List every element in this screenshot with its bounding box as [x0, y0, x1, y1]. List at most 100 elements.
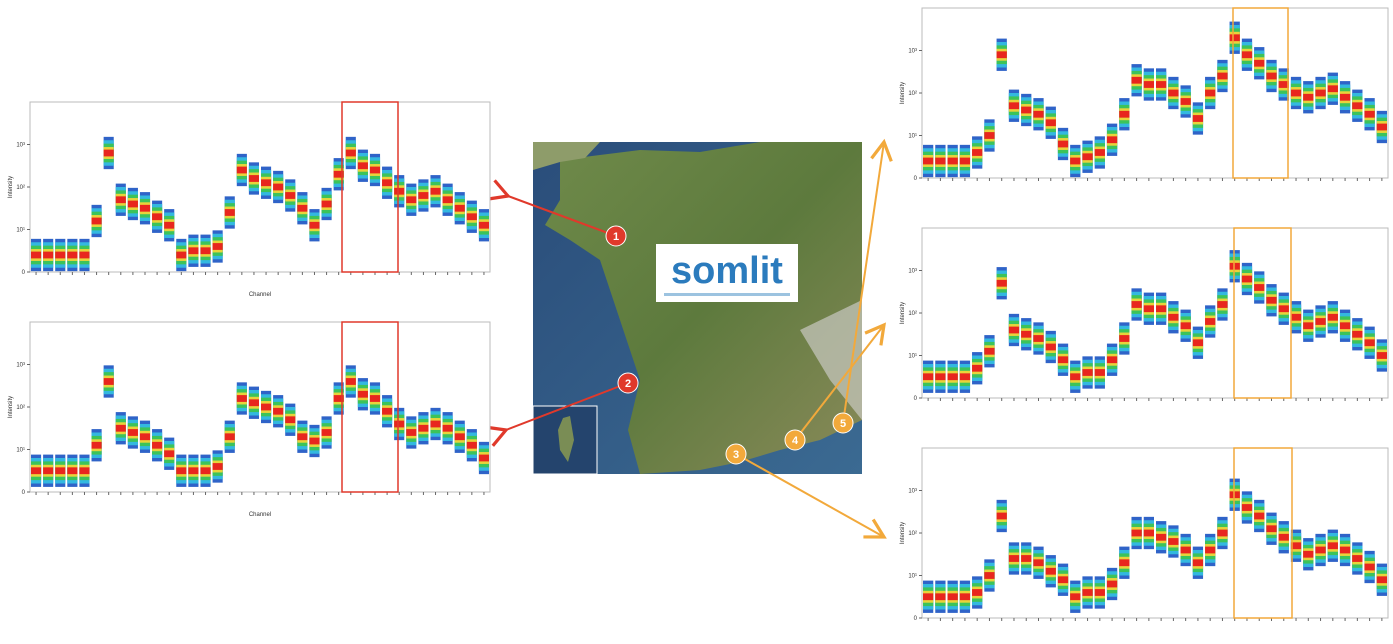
y-tick-label: 10³: [16, 363, 25, 369]
intensity-band: [959, 157, 971, 165]
channel-intensity: [212, 450, 223, 483]
channel-intensity: [394, 407, 405, 441]
site-number: 2: [625, 378, 631, 390]
channel-intensity: [984, 119, 995, 152]
intensity-band: [1082, 153, 1093, 161]
channel-intensity: [369, 382, 381, 415]
channel-intensity: [224, 420, 235, 453]
intensity-band: [1327, 542, 1338, 550]
channel-intensity: [923, 360, 934, 393]
intensity-band: [285, 416, 296, 424]
intensity-band: [1376, 123, 1387, 131]
site-marker: [605, 225, 627, 247]
channel-intensity: [67, 454, 78, 487]
channel-intensity: [176, 238, 187, 272]
intensity-band: [1131, 76, 1142, 84]
intensity-band: [1106, 580, 1118, 588]
y-tick-label: 10²: [908, 311, 917, 317]
channel-intensity: [103, 365, 114, 398]
channel-intensity: [1070, 360, 1081, 393]
intensity-band: [1364, 339, 1375, 347]
channel-intensity: [236, 153, 247, 187]
map: somlit: [532, 142, 862, 475]
intensity-band: [1192, 559, 1204, 567]
intensity-band: [321, 200, 332, 208]
intensity-band: [442, 424, 453, 432]
channel-intensity: [1119, 98, 1130, 131]
channel-intensity: [1241, 38, 1253, 71]
intensity-band: [1315, 318, 1326, 325]
channel-intensity: [418, 179, 429, 212]
intensity-band: [442, 196, 453, 204]
intensity-band: [1106, 356, 1118, 364]
intensity-band: [345, 378, 356, 385]
intensity-band: [79, 251, 90, 259]
intensity-band: [248, 399, 259, 407]
intensity-band: [1192, 339, 1204, 347]
intensity-band: [55, 467, 66, 475]
channel-intensity: [1180, 309, 1191, 342]
highlight-box: [341, 101, 399, 273]
channel-intensity: [1205, 305, 1216, 338]
intensity-band: [1180, 322, 1191, 330]
channel-intensity: [1217, 516, 1228, 550]
channel-intensity: [164, 437, 175, 470]
y-tick-label: 10³: [908, 49, 917, 55]
channel-intensity: [947, 360, 958, 393]
channel-intensity: [1168, 76, 1179, 110]
arrows: [485, 138, 893, 539]
site-number: 3: [733, 449, 739, 461]
channel-intensity: [1229, 21, 1240, 54]
channel-intensity: [1106, 123, 1118, 156]
channel-intensity: [1278, 68, 1289, 101]
channel-intensity: [285, 403, 296, 436]
y-axis-label: Intensity: [900, 82, 906, 104]
intensity-band: [127, 200, 138, 208]
intensity-band: [248, 175, 259, 182]
site-markers: 1 2 3 4 5: [605, 225, 854, 465]
channel-intensity: [164, 209, 175, 242]
channel-intensity: [984, 335, 995, 368]
intensity-band: [309, 221, 320, 229]
channel-intensity: [478, 441, 489, 475]
intensity-band: [996, 512, 1007, 520]
intensity-band: [1290, 89, 1302, 97]
intensity-band: [1070, 593, 1081, 601]
channel-intensity: [91, 204, 102, 238]
channel-intensity: [333, 158, 344, 191]
channel-intensity: [1205, 76, 1216, 110]
intensity-band: [1180, 546, 1191, 554]
intensity-band: [91, 441, 102, 449]
intensity-band: [1156, 81, 1167, 88]
intensity-band: [1339, 322, 1351, 330]
channel-intensity: [31, 238, 42, 272]
intensity-band: [333, 170, 344, 178]
intensity-band: [1241, 51, 1253, 59]
y-tick-label: 10²: [908, 91, 917, 97]
intensity-band: [79, 467, 90, 475]
channel-intensity: [394, 175, 405, 208]
channel-intensity: [261, 390, 272, 424]
channel-intensity: [1241, 262, 1253, 296]
channel-intensity: [309, 209, 320, 242]
intensity-band: [1205, 546, 1216, 554]
channel-intensity: [345, 365, 356, 398]
intensity-band: [1205, 89, 1216, 97]
channel-intensity: [1082, 140, 1093, 173]
channel-intensity: [43, 454, 54, 487]
site-marker: [784, 429, 806, 451]
intensity-band: [1278, 81, 1289, 88]
intensity-band: [1119, 110, 1130, 118]
intensity-band: [394, 420, 405, 428]
intensity-band: [406, 429, 417, 436]
intensity-band: [369, 395, 381, 402]
channel-intensity: [103, 136, 114, 170]
channel-intensity: [1045, 330, 1056, 364]
site-number: 1: [613, 231, 619, 243]
channel-intensity: [55, 454, 66, 487]
intensity-band: [1094, 589, 1105, 596]
intensity-band: [164, 450, 175, 458]
intensity-band: [224, 209, 235, 216]
y-tick-label: 10¹: [16, 448, 25, 454]
channel-intensity: [1156, 521, 1167, 554]
